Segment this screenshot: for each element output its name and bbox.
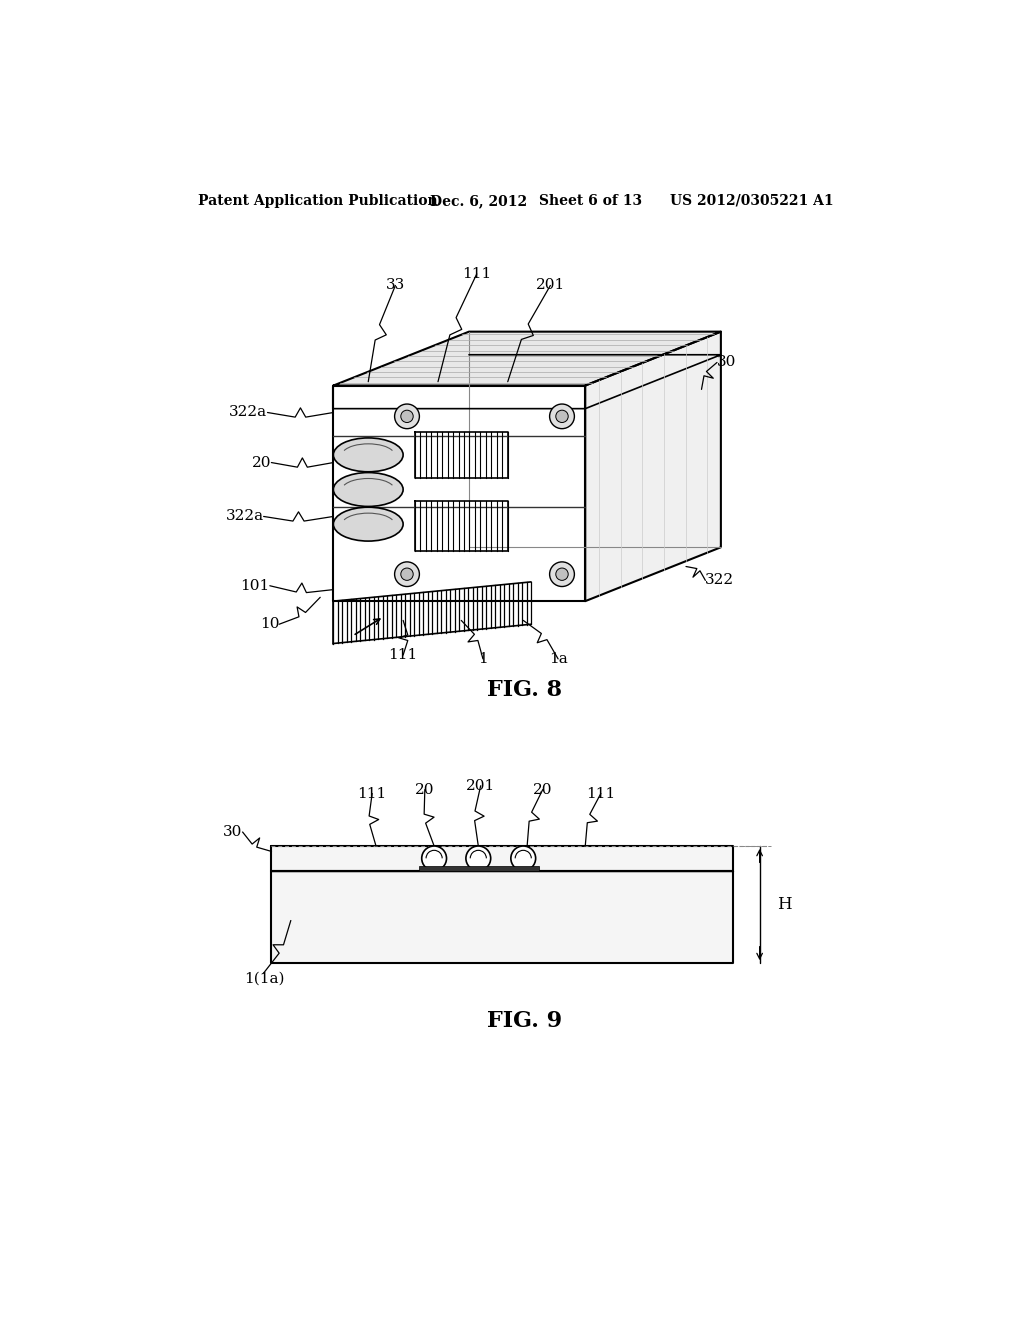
Text: 1a: 1a <box>549 652 567 665</box>
Text: 10: 10 <box>260 618 280 631</box>
Text: Sheet 6 of 13: Sheet 6 of 13 <box>539 194 642 207</box>
Text: Dec. 6, 2012: Dec. 6, 2012 <box>430 194 527 207</box>
Circle shape <box>400 411 414 422</box>
Circle shape <box>550 404 574 429</box>
Text: 201: 201 <box>466 779 496 793</box>
Text: 30: 30 <box>717 355 736 370</box>
Text: 20: 20 <box>532 783 552 797</box>
Text: 20: 20 <box>252 455 271 470</box>
Text: FIG. 9: FIG. 9 <box>487 1010 562 1032</box>
Bar <box>419 866 539 871</box>
Circle shape <box>422 846 446 871</box>
Text: 111: 111 <box>462 267 492 281</box>
Polygon shape <box>271 871 732 964</box>
Text: 322a: 322a <box>225 510 263 524</box>
Text: 1(1a): 1(1a) <box>245 972 285 986</box>
Text: FIG. 8: FIG. 8 <box>487 678 562 701</box>
Circle shape <box>511 846 536 871</box>
Ellipse shape <box>334 473 403 507</box>
Text: 111: 111 <box>586 787 615 801</box>
Text: 30: 30 <box>223 825 243 840</box>
Text: 1: 1 <box>478 652 487 665</box>
Text: 101: 101 <box>241 578 270 593</box>
Text: 322a: 322a <box>229 405 267 420</box>
Text: 201: 201 <box>536 279 565 293</box>
Polygon shape <box>334 385 586 601</box>
Circle shape <box>394 404 420 429</box>
Ellipse shape <box>334 438 403 471</box>
Ellipse shape <box>334 507 403 541</box>
Text: Patent Application Publication: Patent Application Publication <box>198 194 437 207</box>
Polygon shape <box>271 846 732 871</box>
Circle shape <box>394 562 420 586</box>
Text: 111: 111 <box>388 648 418 663</box>
Text: 20: 20 <box>415 783 434 797</box>
Text: 111: 111 <box>357 787 387 801</box>
Text: H: H <box>776 896 792 913</box>
Polygon shape <box>334 331 721 385</box>
Circle shape <box>556 568 568 581</box>
Circle shape <box>400 568 414 581</box>
Circle shape <box>466 846 490 871</box>
Circle shape <box>556 411 568 422</box>
Text: 322: 322 <box>706 573 734 587</box>
Polygon shape <box>586 331 721 601</box>
Circle shape <box>550 562 574 586</box>
Text: US 2012/0305221 A1: US 2012/0305221 A1 <box>671 194 835 207</box>
Text: 33: 33 <box>386 279 406 293</box>
